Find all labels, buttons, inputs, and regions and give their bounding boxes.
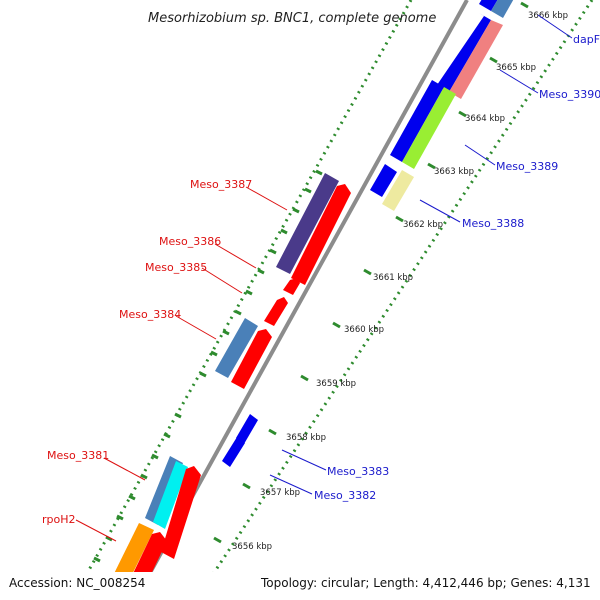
gene-label-meso-3388[interactable]: Meso_3388 (462, 217, 524, 230)
gene-segment-meso-3382[interactable] (222, 437, 245, 467)
gene-segment-meso-3386[interactable] (283, 278, 300, 295)
gene-segment-meso-3388[interactable] (370, 164, 397, 197)
reverse-strand-genes (101, 173, 351, 600)
gene-label-meso-3386[interactable]: Meso_3386 (159, 235, 221, 248)
gene-segment[interactable] (479, 0, 508, 11)
gene-segment-rpoH2[interactable] (101, 523, 154, 600)
tick-label: 3666 kbp (528, 11, 568, 21)
gene-label-meso-3387[interactable]: Meso_3387 (190, 178, 252, 191)
outer-dotted-ring (86, 0, 413, 572)
gene-label-meso-3384[interactable]: Meso_3384 (119, 308, 181, 321)
gene-segment-meso-3388-tail[interactable] (382, 170, 414, 211)
gene-segment-meso-3384-red[interactable] (231, 329, 272, 389)
gene-segment-meso-3387-red[interactable] (291, 184, 351, 285)
tick-label: 3660 kbp (344, 325, 384, 335)
tick-label: 3657 kbp (260, 488, 300, 498)
inner-ruler-ticks (213, 1, 529, 544)
gene-segment-rpoH2-red[interactable] (117, 532, 167, 600)
gene-label-meso-3382[interactable]: Meso_3382 (314, 489, 376, 502)
tick-label: 3664 kbp (465, 114, 505, 124)
reverse-label-leaders (75, 186, 288, 542)
gene-segment-meso-3381-cyan[interactable] (153, 461, 188, 529)
gene-segment-meso-3389[interactable] (390, 80, 444, 162)
topology-text: Topology: circular; Length: 4,412,446 bp… (260, 576, 591, 590)
forward-label-leaders (269, 14, 573, 495)
gene-segment-meso-3384[interactable] (215, 318, 258, 378)
outer-ruler-ticks (93, 169, 323, 563)
map-title: Mesorhizobium sp. BNC1, complete genome (148, 11, 436, 26)
tick-label: 3663 kbp (434, 167, 474, 177)
gene-segment-meso-3390[interactable] (437, 13, 491, 92)
gene-label-meso-3390[interactable]: Meso_3390 (539, 88, 600, 101)
gene-segment-dapF[interactable] (491, 0, 520, 18)
gene-segment-meso-3387[interactable] (276, 173, 339, 274)
accession-text: Accession: NC_008254 (9, 576, 145, 590)
gene-segment-meso-3385[interactable] (264, 297, 288, 326)
forward-strand-genes (222, 0, 520, 467)
reverse-gene-labels: Meso_3387 Meso_3386 Meso_3385 Meso_3384 … (42, 178, 252, 526)
gene-segment-meso-3383[interactable] (236, 414, 258, 444)
gene-label-meso-3389[interactable]: Meso_3389 (496, 160, 558, 173)
tick-label: 3662 kbp (403, 220, 443, 230)
gene-label-rpoH2[interactable]: rpoH2 (42, 513, 76, 526)
gene-segment-meso-3390-tail[interactable] (449, 20, 503, 99)
gene-segment-meso-3381-red[interactable] (161, 466, 201, 559)
tick-label: 3659 kbp (316, 379, 356, 389)
gene-label-meso-3381[interactable]: Meso_3381 (47, 449, 109, 462)
inner-dotted-ring (212, 0, 594, 572)
tick-label: 3665 kbp (496, 63, 536, 73)
gene-segment-meso-3389-tail[interactable] (402, 87, 456, 169)
tick-label: 3661 kbp (373, 273, 413, 283)
gene-label-meso-3383[interactable]: Meso_3383 (327, 465, 389, 478)
tick-labels: 3656 kbp 3657 kbp 3658 kbp 3659 kbp 3660… (232, 11, 568, 552)
gene-label-meso-3385[interactable]: Meso_3385 (145, 261, 207, 274)
gene-label-dapF[interactable]: dapF (573, 33, 600, 46)
tick-label: 3656 kbp (232, 542, 272, 552)
tick-label: 3658 kbp (286, 433, 326, 443)
forward-gene-labels: dapF Meso_3390 Meso_3389 Meso_3388 Meso_… (314, 33, 600, 502)
